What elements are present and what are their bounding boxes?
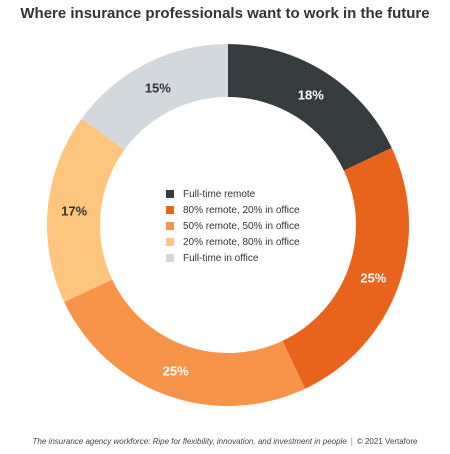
legend-swatch xyxy=(166,254,174,262)
legend-swatch xyxy=(166,190,174,198)
slice-value-label: 18% xyxy=(298,88,324,103)
footer: The insurance agency workforce: Ripe for… xyxy=(0,437,450,446)
slice-value-label: 25% xyxy=(163,363,189,378)
donut-slice xyxy=(81,44,228,150)
donut-slice xyxy=(282,147,409,389)
slice-value-label: 15% xyxy=(145,80,171,95)
legend-label: 20% remote, 80% in office xyxy=(183,236,300,248)
slice-value-label: 25% xyxy=(360,270,386,285)
donut-slice xyxy=(64,279,306,406)
legend-label: 50% remote, 50% in office xyxy=(183,220,300,232)
copyright-credit: © 2021 Vertafore xyxy=(356,437,418,446)
donut-slice xyxy=(47,118,125,303)
donut-slice xyxy=(228,44,392,171)
legend-item: Full-time in office xyxy=(166,250,300,266)
legend-swatch xyxy=(166,238,174,246)
legend-label: Full-time remote xyxy=(183,188,256,200)
slice-value-label: 17% xyxy=(61,203,87,218)
legend-item: 20% remote, 80% in office xyxy=(166,234,300,250)
footer-separator: | xyxy=(350,437,353,446)
legend-label: 80% remote, 20% in office xyxy=(183,204,300,216)
legend-item: Full-time remote xyxy=(166,186,300,202)
chart-title: Where insurance professionals want to wo… xyxy=(20,5,430,22)
legend-swatch xyxy=(166,222,174,230)
legend-item: 50% remote, 50% in office xyxy=(166,218,300,234)
legend-item: 80% remote, 20% in office xyxy=(166,202,300,218)
chart-legend: Full-time remote 80% remote, 20% in offi… xyxy=(166,186,300,266)
legend-label: Full-time in office xyxy=(183,252,259,264)
legend-swatch xyxy=(166,206,174,214)
source-note: The insurance agency workforce: Ripe for… xyxy=(32,437,347,446)
